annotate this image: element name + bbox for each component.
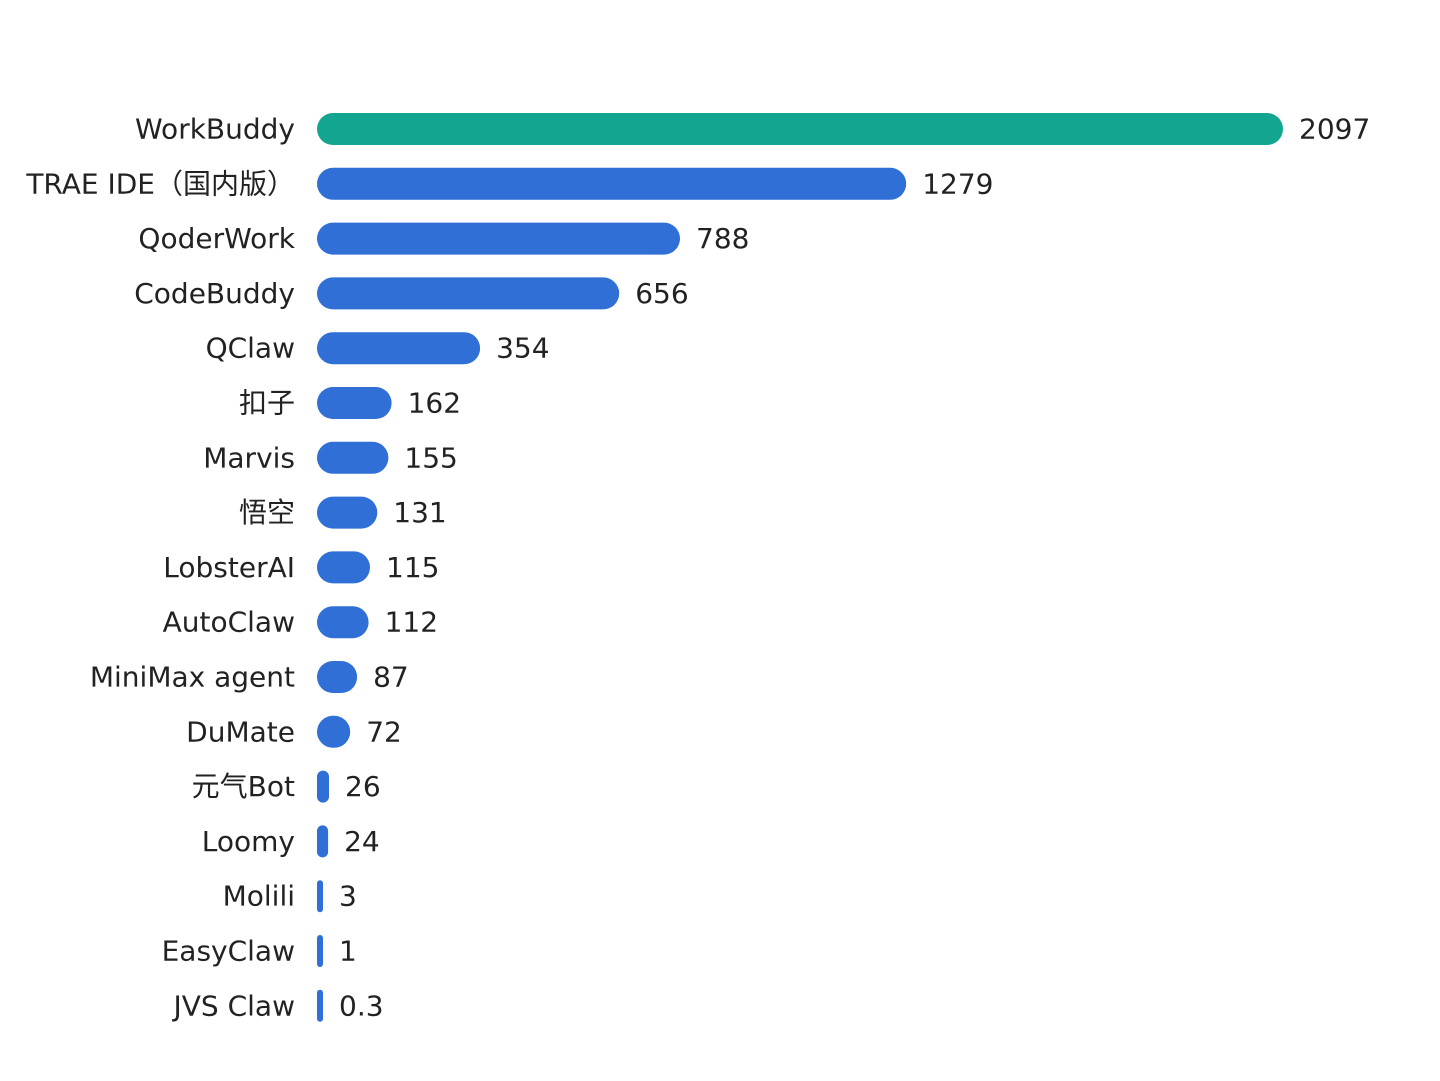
value-label-3: 656 — [635, 277, 688, 310]
category-label-0: WorkBuddy — [135, 113, 295, 146]
category-label-8: LobsterAI — [163, 551, 295, 584]
value-label-7: 131 — [393, 496, 446, 529]
value-label-0: 2097 — [1299, 113, 1370, 146]
bar-13 — [317, 825, 329, 858]
category-label-4: QClaw — [206, 332, 295, 365]
value-label-10: 87 — [373, 661, 409, 694]
value-label-4: 354 — [496, 332, 549, 365]
value-label-2: 788 — [696, 222, 749, 255]
category-label-9: AutoClaw — [163, 606, 295, 639]
category-label-16: JVS Claw — [172, 989, 295, 1022]
bar-2 — [317, 222, 680, 255]
category-labels: WorkBuddy TRAE IDE（国内版） QoderWork CodeBuddy… — [25, 113, 295, 1023]
bar-0 — [317, 113, 1283, 145]
category-label-5: 扣子 — [239, 387, 295, 420]
bar-3 — [317, 277, 620, 310]
category-label-7: 悟空 — [239, 496, 295, 529]
bar-16 — [317, 989, 323, 1022]
category-label-11: DuMate — [186, 715, 295, 748]
category-label-6: Marvis — [203, 441, 295, 474]
value-label-8: 115 — [386, 551, 439, 584]
value-label-12: 26 — [345, 770, 381, 803]
bar-12 — [317, 770, 329, 803]
value-label-9: 112 — [385, 606, 438, 639]
category-label-10: MiniMax agent — [90, 661, 295, 694]
bar-6 — [317, 441, 389, 474]
category-label-13: Loomy — [202, 825, 295, 858]
bar-5 — [317, 387, 392, 419]
bar-11 — [317, 715, 351, 748]
bar-10 — [317, 661, 358, 693]
value-label-5: 162 — [408, 387, 461, 420]
value-label-11: 72 — [366, 715, 402, 748]
value-label-14: 3 — [339, 880, 357, 913]
bar-4 — [317, 332, 481, 365]
value-label-16: 0.3 — [339, 989, 384, 1022]
value-label-1: 1279 — [922, 167, 993, 200]
category-label-3: CodeBuddy — [134, 277, 295, 310]
bar-14 — [317, 880, 323, 913]
value-label-6: 155 — [404, 441, 457, 474]
value-label-15: 1 — [339, 935, 357, 968]
bar-7 — [317, 496, 378, 529]
bar-9 — [317, 606, 369, 639]
category-label-12: 元气Bot — [192, 770, 295, 803]
bar-1 — [317, 167, 907, 200]
category-label-14: Molili — [223, 880, 295, 913]
bar-15 — [317, 935, 323, 967]
category-label-15: EasyClaw — [162, 935, 295, 968]
category-label-1: TRAE IDE（国内版） — [25, 167, 295, 200]
bars-layer — [317, 113, 1283, 1022]
bar-8 — [317, 551, 370, 584]
value-label-13: 24 — [344, 825, 380, 858]
category-label-2: QoderWork — [138, 222, 295, 255]
